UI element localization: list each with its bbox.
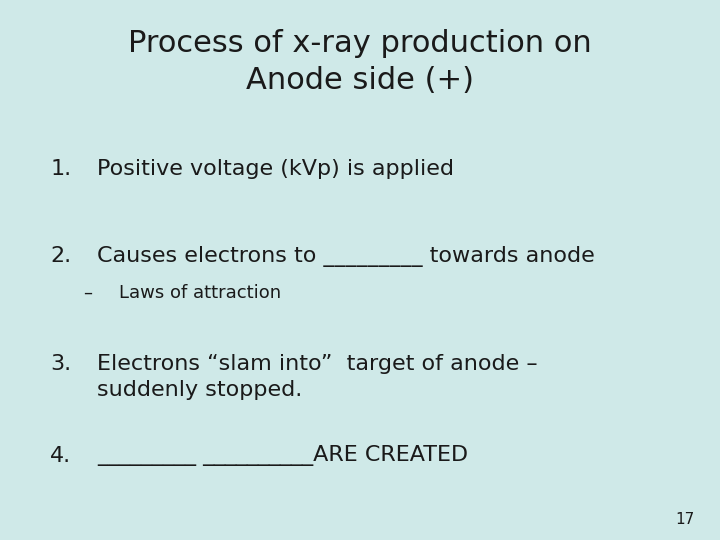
Text: Laws of attraction: Laws of attraction	[119, 284, 281, 301]
Text: 4.: 4.	[50, 446, 71, 465]
Text: Electrons “slam into”  target of anode –
suddenly stopped.: Electrons “slam into” target of anode – …	[97, 354, 538, 400]
Text: 2.: 2.	[50, 246, 71, 266]
Text: _________ __________ARE CREATED: _________ __________ARE CREATED	[97, 446, 468, 467]
Text: Positive voltage (kVp) is applied: Positive voltage (kVp) is applied	[97, 159, 454, 179]
Text: 1.: 1.	[50, 159, 71, 179]
Text: 3.: 3.	[50, 354, 71, 374]
Text: –: –	[83, 284, 92, 301]
Text: Process of x-ray production on
Anode side (+): Process of x-ray production on Anode sid…	[128, 29, 592, 95]
Text: 17: 17	[675, 511, 695, 526]
Text: Causes electrons to _________ towards anode: Causes electrons to _________ towards an…	[97, 246, 595, 267]
